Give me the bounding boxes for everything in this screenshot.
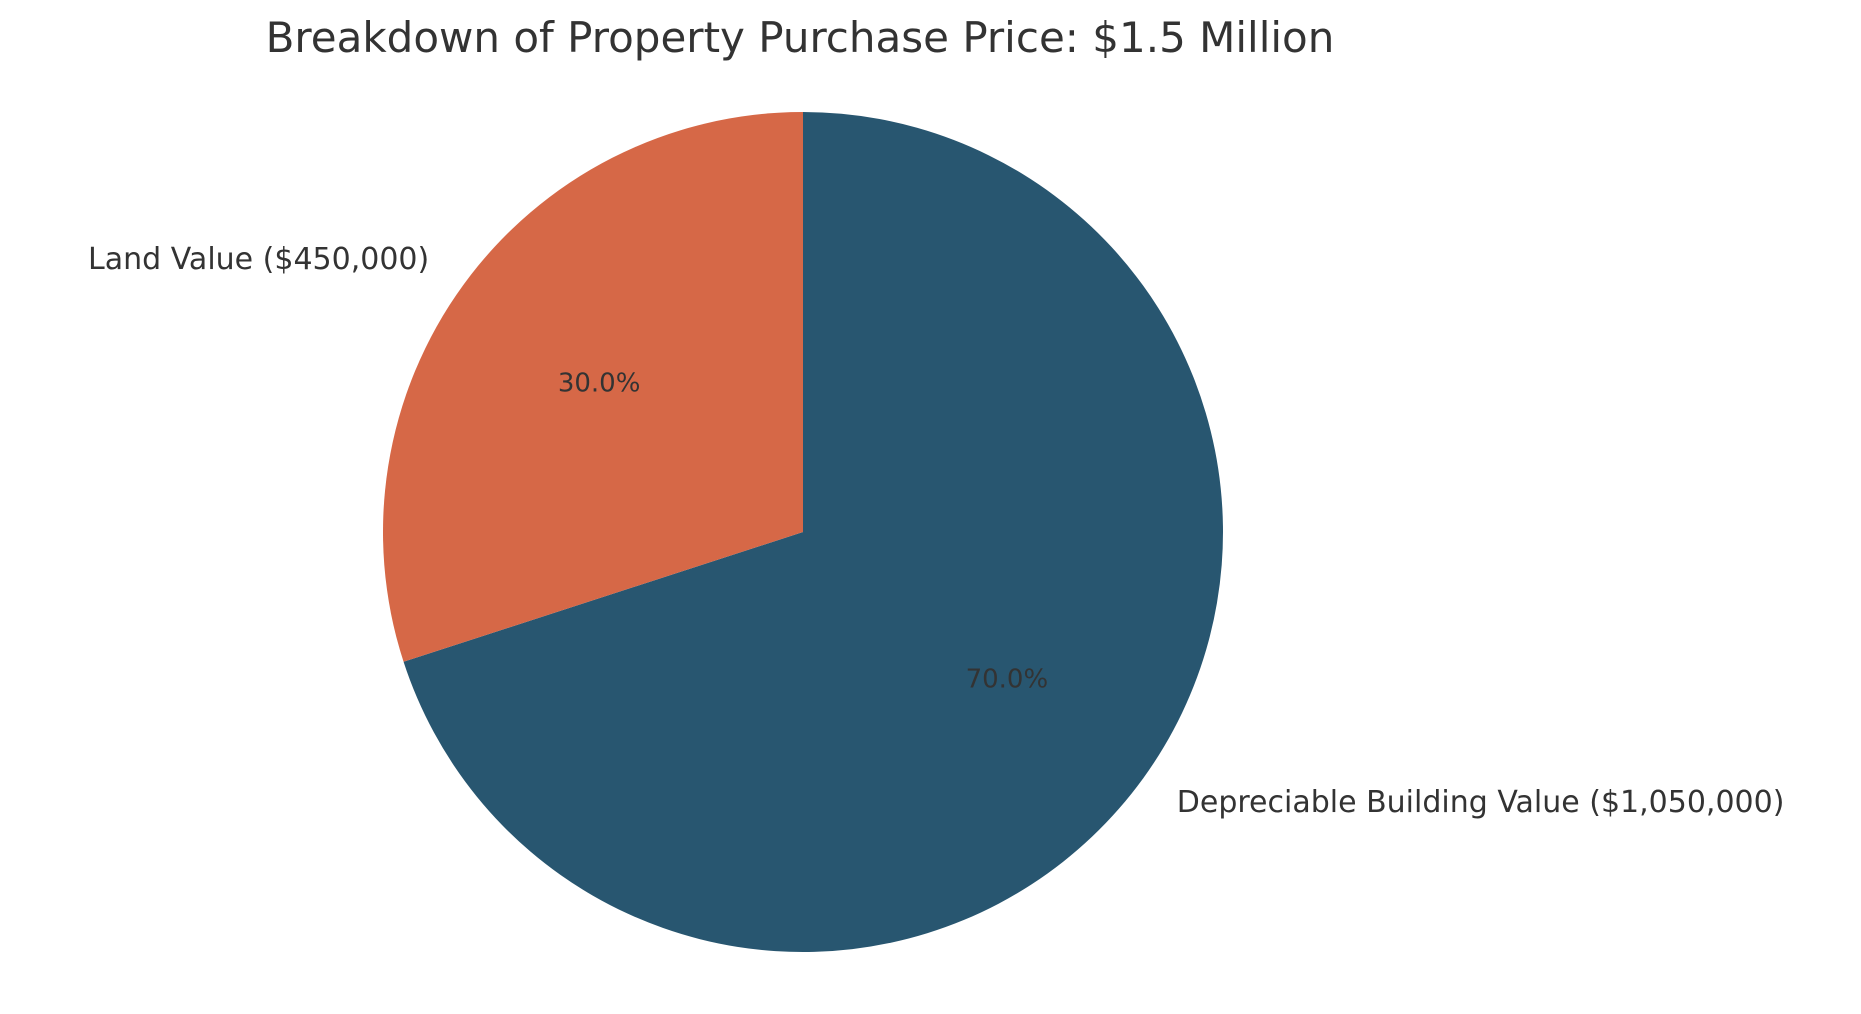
pie-labels: Depreciable Building Value ($1,050,000) 7… — [88, 242, 1784, 820]
pie-slice-1 — [382, 112, 803, 662]
slice-percent-label-0: 70.0% — [966, 665, 1049, 695]
slice-percent-label-1: 30.0% — [558, 368, 641, 398]
pie-slices — [382, 112, 1223, 952]
pie-slice-0 — [403, 112, 1223, 952]
slice-label-0: Depreciable Building Value ($1,050,000) — [1177, 785, 1785, 820]
slice-label-1: Land Value ($450,000) — [88, 242, 429, 277]
chart-title: Breakdown of Property Purchase Price: $1… — [266, 13, 1335, 62]
